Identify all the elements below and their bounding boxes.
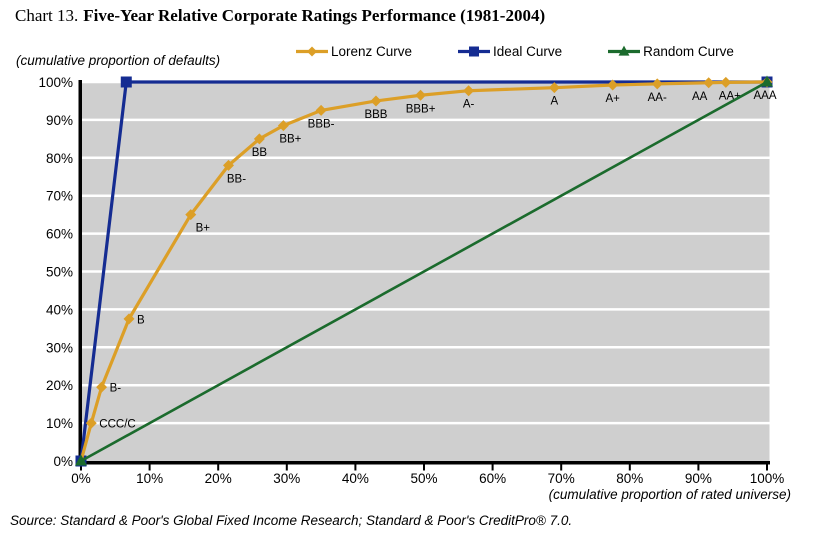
rating-label: B+ bbox=[196, 223, 211, 235]
legend-item-random: Random Curve bbox=[608, 44, 734, 59]
lorenz-curve-point-marker bbox=[315, 104, 327, 116]
chart-number: Chart 13. bbox=[15, 6, 79, 25]
lorenz-curve-point-marker bbox=[463, 85, 475, 97]
lorenz-curve-point-marker bbox=[253, 133, 265, 145]
y-tick-label: 90% bbox=[46, 113, 73, 128]
lorenz-curve-point-marker bbox=[607, 79, 619, 91]
lorenz-curve-point-marker bbox=[703, 77, 715, 89]
legend-item-lorenz: Lorenz Curve bbox=[296, 44, 412, 59]
rating-label: BB- bbox=[227, 173, 246, 185]
triangle-icon bbox=[618, 45, 630, 56]
legend-item-ideal: Ideal Curve bbox=[458, 44, 562, 59]
x-tick-label: 70% bbox=[548, 471, 575, 486]
chart-title: Chart 13. Five-Year Relative Corporate Ra… bbox=[15, 6, 545, 26]
y-tick-label: 20% bbox=[46, 378, 73, 393]
lorenz-curve-point-marker bbox=[548, 82, 560, 94]
rating-label: AA+ bbox=[719, 90, 741, 102]
diamond-icon bbox=[307, 46, 317, 57]
rating-label: A bbox=[551, 96, 559, 108]
legend-label: Random Curve bbox=[643, 44, 734, 59]
lorenz-curve-point-marker bbox=[370, 95, 382, 107]
x-tick-label: 40% bbox=[342, 471, 369, 486]
y-axis bbox=[78, 80, 82, 465]
x-tick bbox=[628, 464, 631, 471]
y-axis-unit-label: (cumulative proportion of defaults) bbox=[16, 53, 221, 68]
x-tick-label: 20% bbox=[205, 471, 232, 486]
y-tick-label: 70% bbox=[46, 189, 73, 204]
x-tick-label: 30% bbox=[273, 471, 300, 486]
square-icon bbox=[469, 46, 480, 57]
y-tick-label: 60% bbox=[46, 227, 73, 242]
chart-title-text: Five-Year Relative Corporate Ratings Per… bbox=[83, 6, 546, 25]
random-curve-line bbox=[80, 80, 768, 463]
y-tick-label: 40% bbox=[46, 302, 73, 317]
random-curve-point-marker bbox=[75, 454, 87, 466]
ideal-curve-point-marker bbox=[120, 76, 132, 88]
x-tick-label: 100% bbox=[750, 471, 785, 486]
x-axis-unit-label: (cumulative proportion of rated universe… bbox=[548, 487, 791, 502]
legend-label: Ideal Curve bbox=[493, 44, 563, 59]
y-tick-label: 80% bbox=[46, 151, 73, 166]
lorenz-curve-point-marker bbox=[651, 78, 663, 90]
source-note: Source: Standard & Poor's Global Fixed I… bbox=[10, 513, 573, 528]
lorenz-curve-point-marker bbox=[222, 159, 234, 171]
x-tick bbox=[423, 464, 425, 471]
ideal-square-icon bbox=[458, 46, 491, 57]
lorenz-curve-point-marker bbox=[96, 381, 108, 393]
legend-label: Lorenz Curve bbox=[331, 44, 413, 59]
x-tick bbox=[560, 464, 563, 471]
y-tick-label: 30% bbox=[46, 340, 73, 355]
y-tick-label: 100% bbox=[38, 75, 73, 90]
lorenz-curve-point-marker bbox=[277, 120, 289, 132]
x-tick-label: 10% bbox=[136, 471, 163, 486]
x-tick-label: 50% bbox=[410, 471, 437, 486]
x-tick bbox=[697, 464, 700, 471]
rating-label: B- bbox=[110, 383, 122, 395]
lorenz-curve-point-marker bbox=[123, 313, 135, 325]
x-tick-label: 60% bbox=[479, 471, 506, 486]
rating-label: AAA bbox=[753, 90, 776, 102]
lorenz-curve-point-marker bbox=[720, 76, 732, 88]
x-tick bbox=[217, 464, 220, 471]
rating-label: BBB+ bbox=[406, 103, 436, 115]
x-axis bbox=[78, 461, 770, 465]
rating-label: A+ bbox=[605, 93, 620, 105]
rating-label: BBB bbox=[364, 109, 387, 121]
rating-label: AA- bbox=[648, 92, 667, 104]
lorenz-curve-line bbox=[79, 80, 768, 462]
rating-label: BB+ bbox=[279, 134, 301, 146]
y-tick-label: 50% bbox=[46, 265, 73, 280]
random-curve-point-marker bbox=[761, 75, 773, 87]
rating-label: BB bbox=[252, 147, 268, 159]
chart-canvas: 0% 10% 20% 30% 40% 50% 60% 70% 80% 90% 100% 0% 10% 20… bbox=[38, 75, 785, 486]
x-tick-label: 0% bbox=[71, 471, 91, 486]
rating-label: CCC/C bbox=[99, 419, 135, 431]
x-tick bbox=[766, 464, 768, 471]
legend: Lorenz Curve Ideal Curve Random Curve bbox=[296, 44, 734, 59]
x-tick bbox=[285, 464, 288, 471]
x-tick bbox=[491, 464, 494, 471]
rating-label: A- bbox=[463, 99, 475, 111]
lorenz-curve-point-marker bbox=[85, 417, 97, 429]
x-tick-label: 90% bbox=[685, 471, 712, 486]
x-tick bbox=[354, 464, 357, 471]
lorenz-curve-point-marker bbox=[415, 89, 427, 101]
x-tick-label: 80% bbox=[616, 471, 643, 486]
y-tick-label: 10% bbox=[46, 416, 73, 431]
rating-label: AA bbox=[692, 91, 708, 103]
x-tick bbox=[148, 464, 151, 471]
random-triangle-icon bbox=[608, 45, 641, 56]
rating-label: B bbox=[137, 314, 145, 326]
lorenz-diamond-icon bbox=[296, 46, 328, 57]
x-tick bbox=[80, 464, 82, 471]
y-tick-label: 0% bbox=[53, 454, 73, 469]
rating-label: BBB- bbox=[308, 118, 335, 130]
lorenz-curve-point-marker bbox=[185, 209, 197, 221]
